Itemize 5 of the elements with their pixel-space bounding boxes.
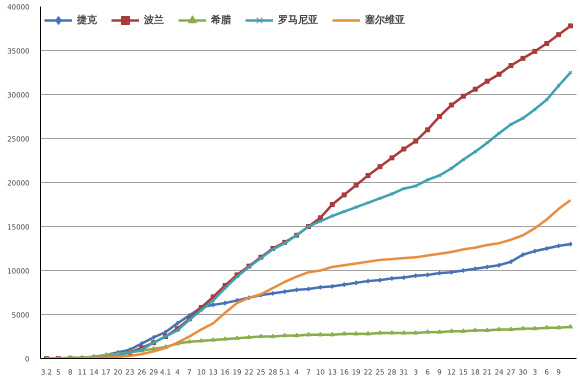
legend-label: 希腊 [211, 14, 231, 27]
legend-label: 波兰 [144, 14, 164, 27]
legend-label: 塞尔维亚 [365, 13, 405, 27]
legend-label: 罗马尼亚 [278, 14, 318, 27]
legend-label: 捷克 [77, 14, 97, 27]
